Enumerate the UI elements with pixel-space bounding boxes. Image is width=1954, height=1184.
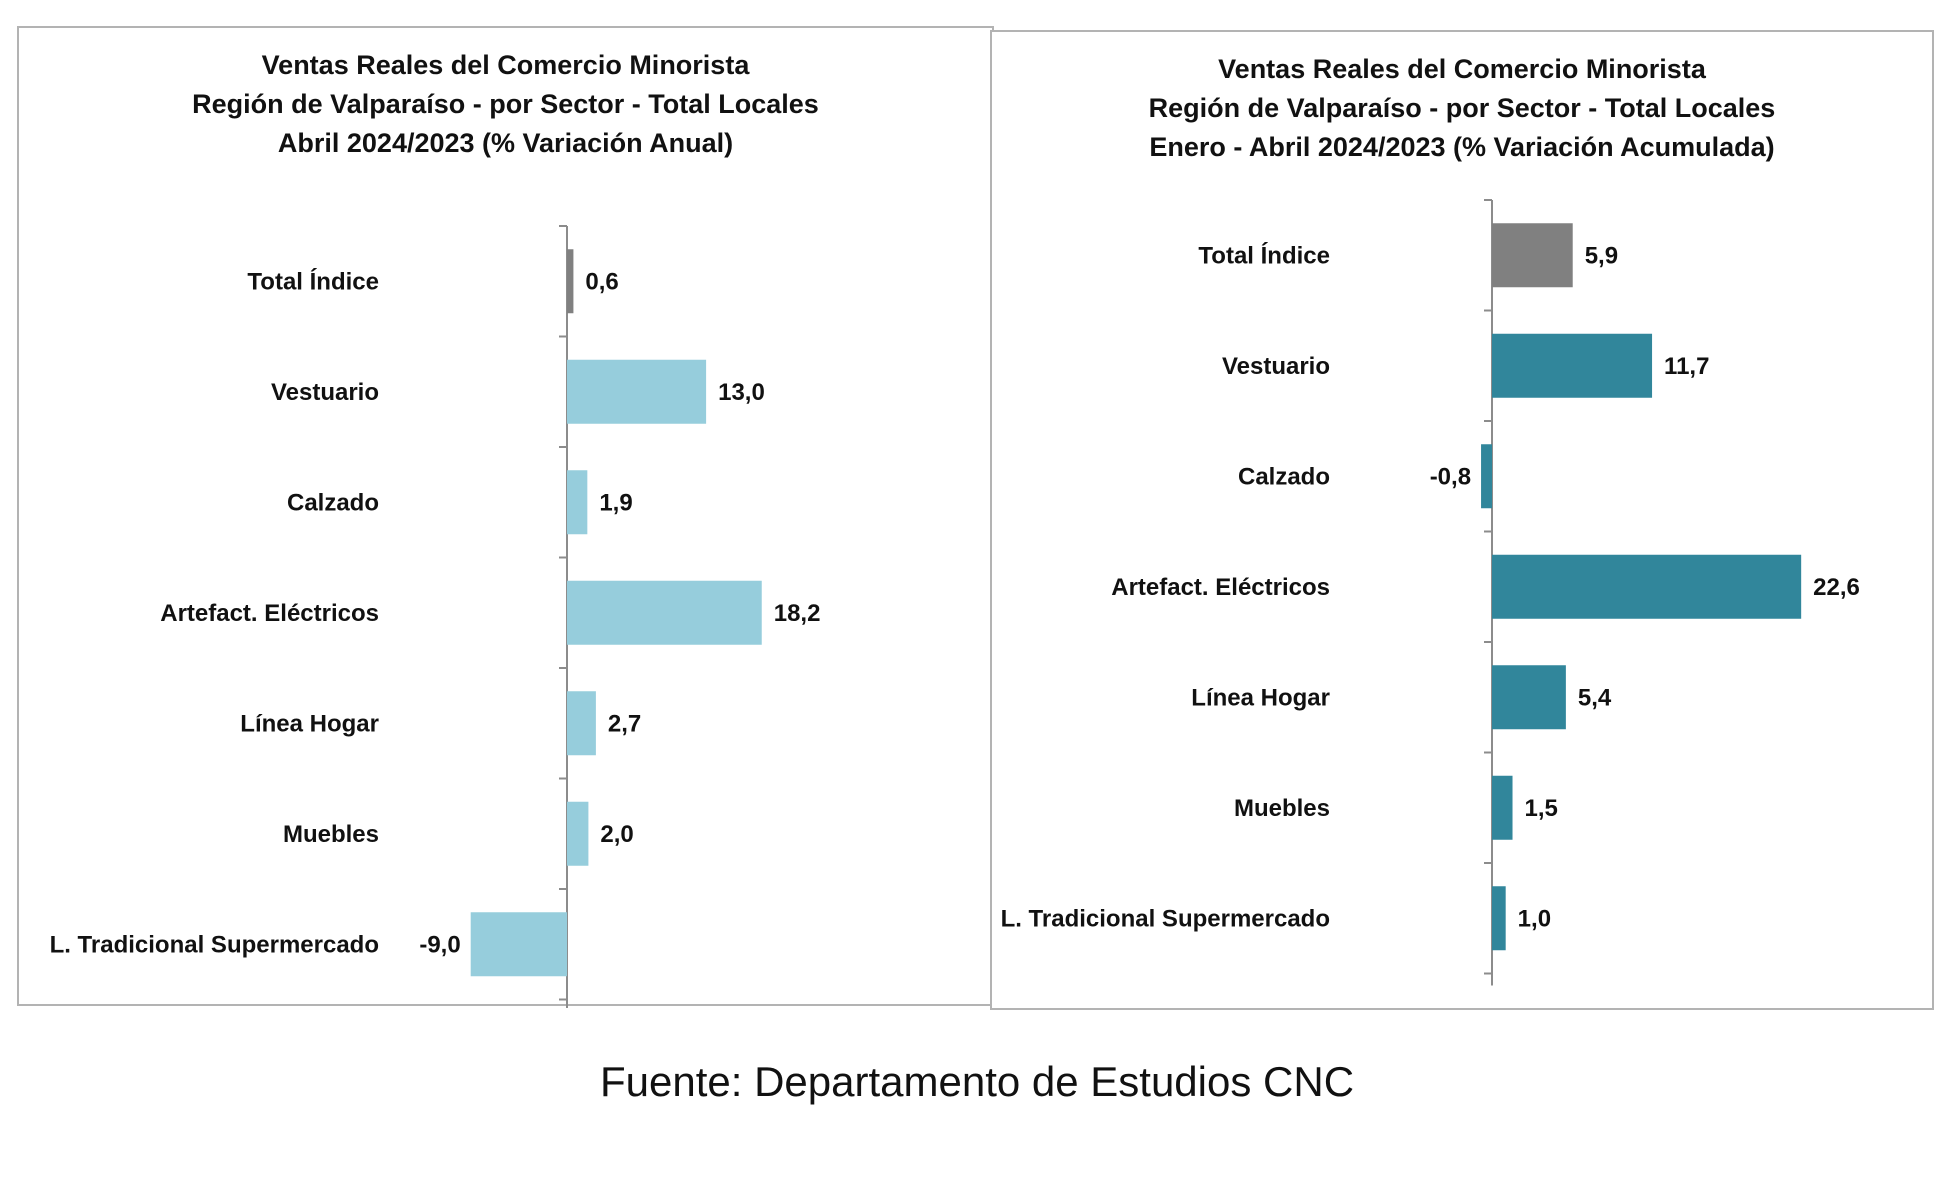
bar-4 [567,691,596,756]
chart-title-block: Ventas Reales del Comercio Minorista Reg… [19,46,992,163]
bar-1 [1492,333,1653,398]
category-label: Muebles [283,821,379,848]
category-label: Vestuario [271,379,379,406]
category-label: Total Índice [247,267,379,295]
data-label: 1,9 [599,489,632,516]
data-label: 5,4 [1578,684,1612,711]
data-label: 22,6 [1813,574,1860,601]
category-label: Vestuario [1222,353,1330,380]
category-label: Artefact. Eléctricos [160,600,379,627]
bar-3 [1492,554,1802,619]
category-label: L. Tradicional Supermercado [1001,905,1330,932]
bar-5 [567,801,589,866]
chart-title-block: Ventas Reales del Comercio Minorista Reg… [992,50,1932,167]
data-label: 13,0 [718,379,765,406]
bar-2 [1481,444,1492,509]
bar-chart-cumulative: Total Índice 5,9 Vestuario 11,7 Calzado -0,8 A… [1001,199,1860,986]
source-note: Fuente: Departamento de Estudios CNC [599,1058,1355,1105]
data-label: 0,6 [585,268,618,295]
data-label: 18,2 [774,600,821,627]
category-label: L. Tradicional Supermercado [50,931,379,958]
bar-3 [567,580,762,645]
bar-chart-annual: Total Índice 0,6 Vestuario 13,0 Calzado 1,9 Ar… [50,225,821,1008]
data-label: -0,8 [1430,463,1471,490]
chart-panel-cumulative: Ventas Reales del Comercio Minorista Reg… [990,30,1934,1010]
bar-6 [470,912,567,977]
chart-subtitle-line2: Enero - Abril 2024/2023 (% Variación Acu… [1149,132,1775,162]
chart-subtitle-line2: Abril 2024/2023 (% Variación Anual) [277,128,734,158]
data-label: 1,5 [1525,795,1558,822]
chart-subtitle-line1: Región de Valparaíso - por Sector - Tota… [192,89,819,119]
data-label: 5,9 [1585,242,1618,269]
data-label: 2,0 [600,821,633,848]
category-label: Artefact. Eléctricos [1111,574,1330,601]
category-label: Calzado [287,489,379,516]
data-label: 11,7 [1664,353,1709,380]
chart-title: Ventas Reales del Comercio Minorista [261,50,750,80]
category-label: Calzado [1238,463,1330,490]
category-label: Línea Hogar [240,710,379,737]
bar-5 [1492,775,1513,840]
chart-title: Ventas Reales del Comercio Minorista [1218,54,1706,84]
bar-4 [1492,665,1566,730]
bar-1 [567,359,707,424]
category-label: Línea Hogar [1191,684,1330,711]
bar-0 [567,249,574,314]
bar-0 [1492,223,1573,288]
data-label: -9,0 [419,931,460,958]
category-label: Muebles [1234,795,1330,822]
bar-6 [1492,886,1506,951]
chart-subtitle-line1: Región de Valparaíso - por Sector - Tota… [1148,93,1776,123]
data-label: 1,0 [1518,905,1551,932]
category-label: Total Índice [1198,241,1330,269]
chart-panel-annual: Ventas Reales del Comercio Minorista Reg… [17,26,994,1008]
data-label: 2,7 [608,710,641,737]
bar-2 [567,470,588,535]
